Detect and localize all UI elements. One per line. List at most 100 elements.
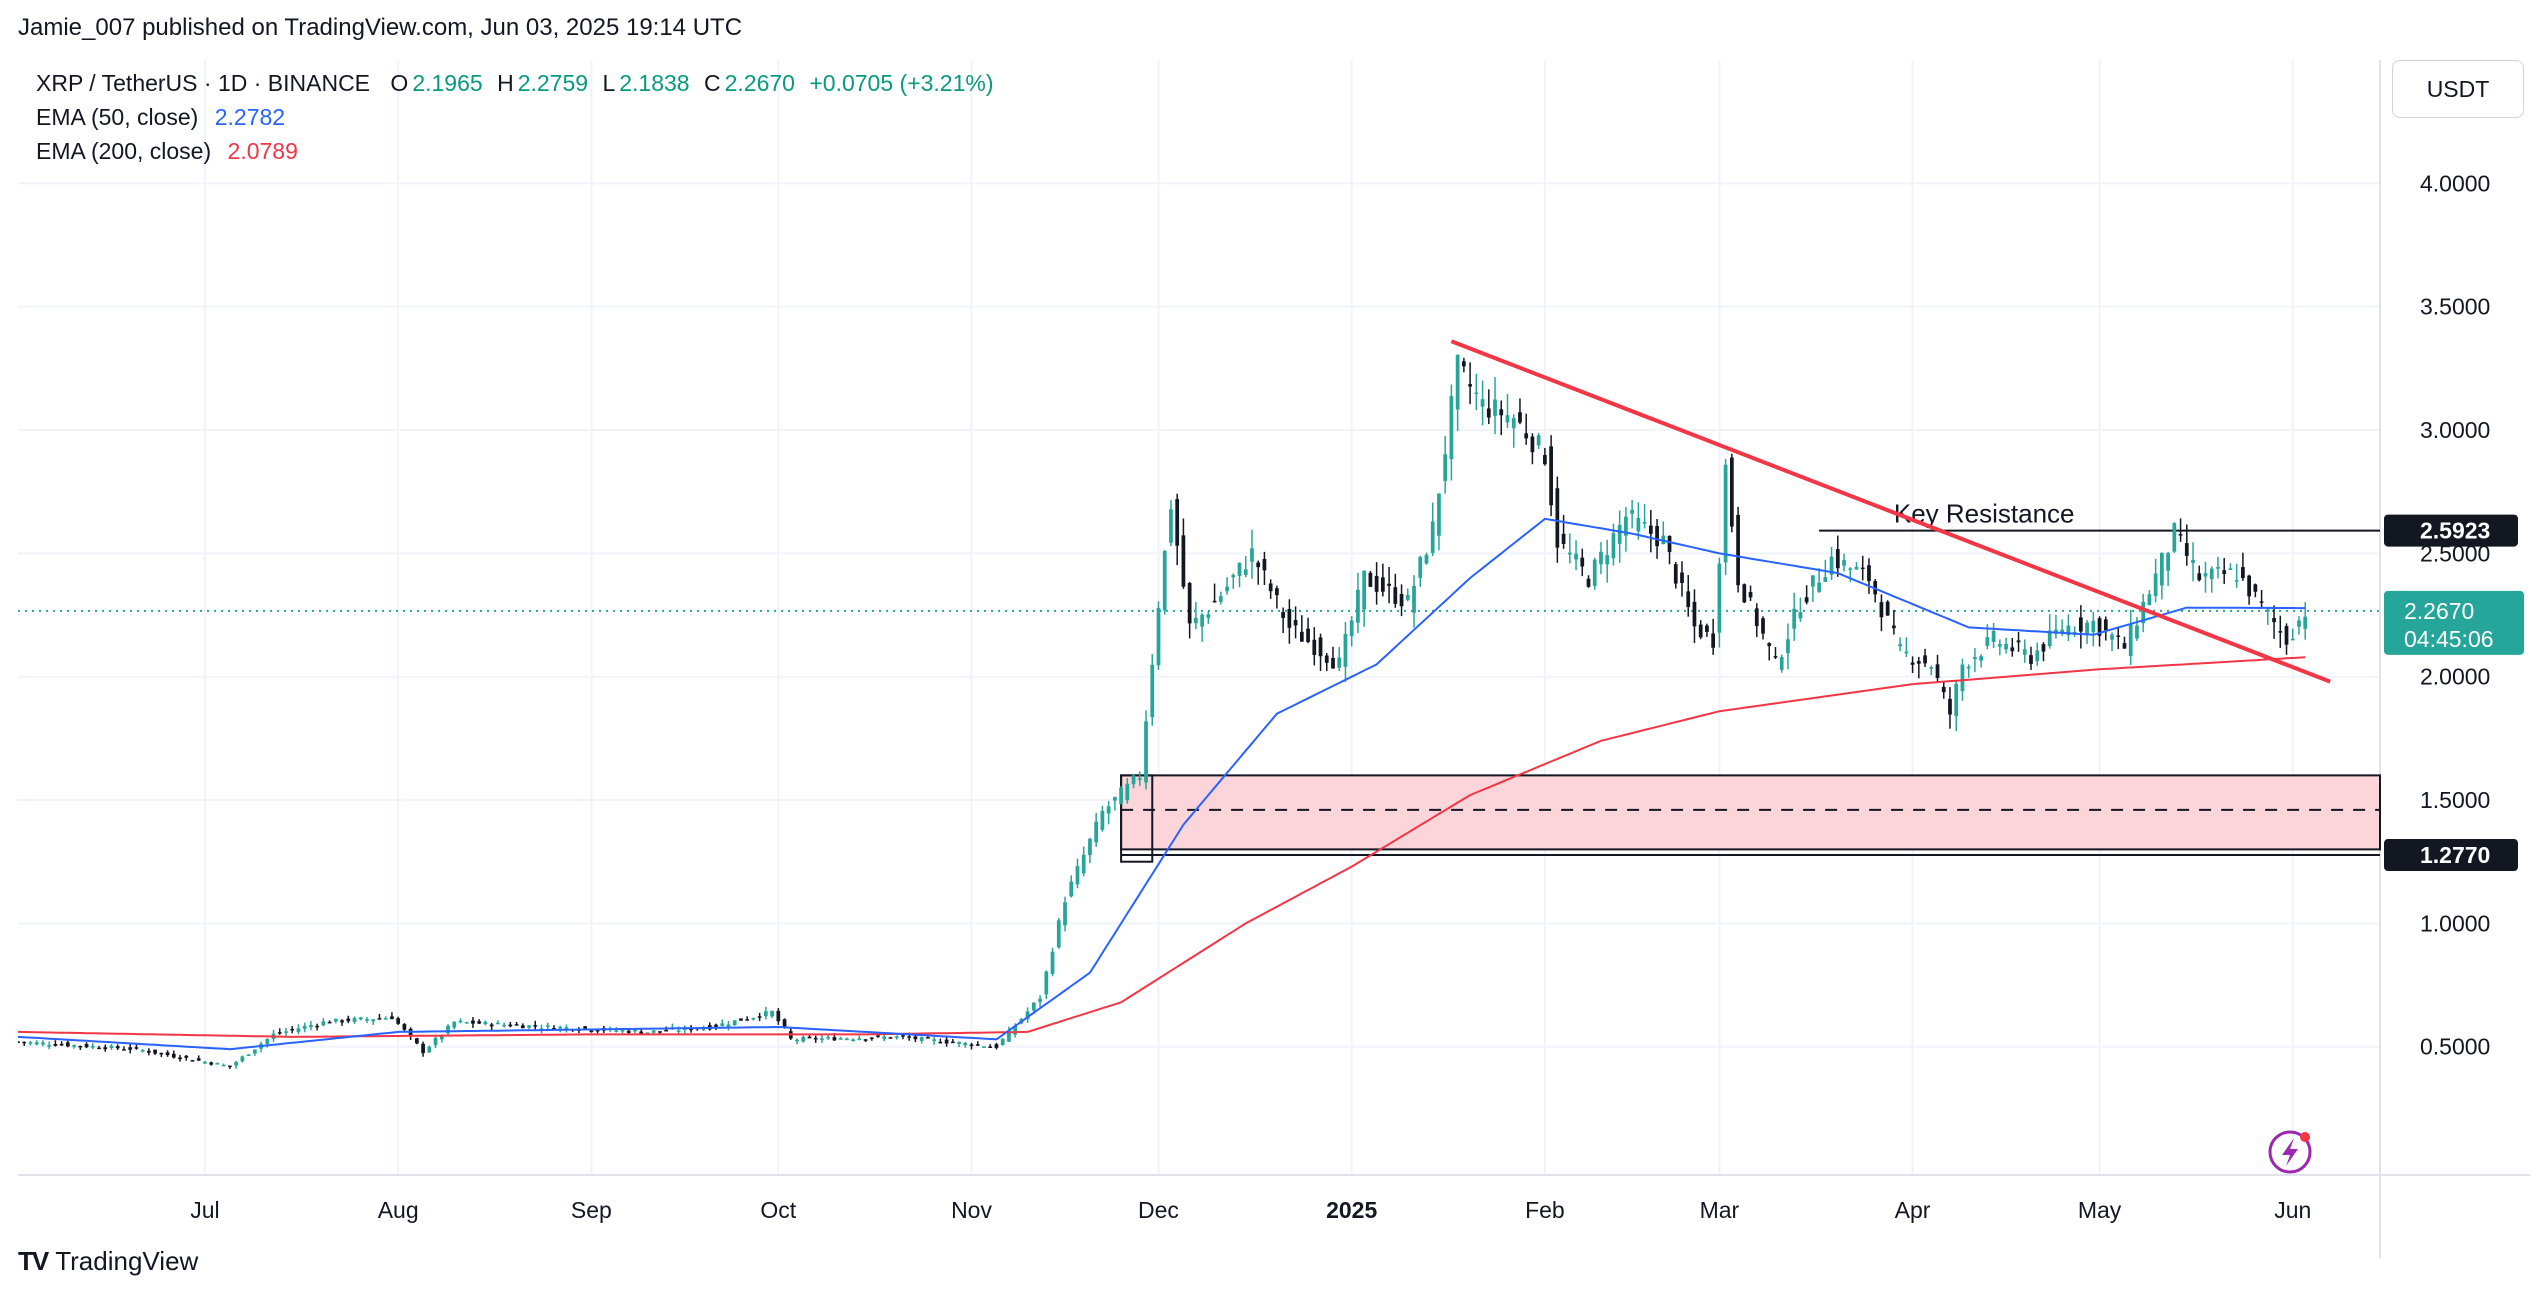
candle-body: [1892, 625, 1896, 629]
candle-body: [1455, 354, 1460, 410]
candle-body: [439, 1034, 444, 1040]
close-label: C: [703, 70, 721, 96]
candle-body: [352, 1018, 357, 1022]
candle-body: [1424, 554, 1429, 564]
candle-body: [1561, 533, 1566, 544]
candle-body: [1318, 637, 1323, 657]
candle-body: [1630, 509, 1635, 514]
candle-body: [988, 1046, 993, 1048]
candle-body: [109, 1045, 114, 1048]
candle-body: [78, 1045, 83, 1048]
candle-body: [252, 1049, 257, 1054]
candle-body: [1736, 514, 1740, 586]
candle-body: [1941, 686, 1946, 693]
chart-frame[interactable]: Key Resistance 0.5000 1.0000 1.5000 2.0000 2.…: [18, 60, 2530, 1258]
candle-body: [171, 1053, 176, 1058]
candle-body: [2290, 638, 2295, 641]
candle-body: [477, 1021, 482, 1024]
candle-body: [1025, 1011, 1030, 1020]
candles: [18, 354, 2308, 1070]
candle-body: [1910, 662, 1915, 665]
ema200-legend[interactable]: EMA (200, close) 2.0789: [36, 138, 302, 165]
lightning-icon-dot: [2300, 1132, 2310, 1142]
tradingview-logo[interactable]: TV TradingView: [18, 1246, 198, 1277]
candle-body: [433, 1037, 438, 1046]
support-zone[interactable]: [1120, 774, 2381, 851]
high-label: H: [497, 70, 514, 96]
candle-body: [2141, 601, 2146, 624]
candle-body: [876, 1035, 880, 1037]
currency-selector[interactable]: USDT: [2392, 60, 2524, 118]
candle-body: [452, 1021, 457, 1028]
candle-body: [1923, 655, 1927, 664]
candle-body: [1262, 558, 1267, 571]
candle-body: [1530, 436, 1535, 453]
candle-body: [620, 1030, 625, 1032]
candle-body: [1966, 666, 1971, 669]
descending-trendline[interactable]: [1450, 339, 2331, 684]
candle-body: [907, 1036, 912, 1038]
candle-body: [1175, 499, 1180, 546]
candle-body: [196, 1058, 201, 1061]
candle-body: [1904, 651, 1909, 654]
candle-body: [1150, 664, 1155, 718]
candle-body: [1798, 612, 1803, 619]
candle-body: [626, 1030, 631, 1033]
candle-body: [28, 1042, 33, 1044]
price-chart[interactable]: Key Resistance0.50001.00001.50002.00002.…: [18, 60, 2530, 1258]
candle-body: [1393, 587, 1398, 604]
ema50-legend[interactable]: EMA (50, close) 2.2782: [36, 104, 289, 131]
candle-body: [1648, 525, 1653, 534]
candle-body: [1088, 838, 1092, 856]
candle-body: [1237, 562, 1242, 576]
candle-body: [1536, 435, 1541, 446]
candle-body: [1162, 550, 1167, 611]
candle-body: [552, 1027, 556, 1030]
candle-body: [533, 1025, 538, 1027]
key-resistance-price-label-bg: [2384, 514, 2518, 547]
candle-body: [1549, 446, 1553, 506]
candle-body: [926, 1037, 930, 1039]
candle-body: [1518, 412, 1522, 423]
candle-body: [34, 1042, 39, 1045]
ema50-line[interactable]: [18, 517, 2306, 1051]
candle-body: [1711, 633, 1716, 648]
candle-body: [1194, 617, 1198, 624]
candle-body: [969, 1044, 974, 1046]
candle-body: [851, 1039, 855, 1042]
candle-body: [2284, 626, 2289, 645]
candle-body: [458, 1020, 463, 1023]
symbol-label[interactable]: XRP / TetherUS · 1D · BINANCE: [36, 70, 371, 96]
candle-body: [483, 1021, 488, 1025]
candle-body: [801, 1036, 806, 1042]
candle-body: [1075, 866, 1080, 885]
candle-body: [820, 1038, 824, 1040]
candle-body: [1680, 572, 1684, 584]
candle-body: [340, 1020, 344, 1023]
ema200-line[interactable]: [18, 656, 2306, 1038]
candle-body: [1218, 596, 1223, 602]
candle-body: [2103, 619, 2108, 631]
candle-body: [1792, 608, 1797, 629]
candle-body: [1343, 633, 1348, 667]
candle-body: [1362, 570, 1367, 610]
candle-body: [1823, 577, 1828, 582]
candle-body: [869, 1037, 874, 1040]
candle-body: [203, 1061, 207, 1064]
candle-body: [1729, 457, 1734, 527]
candle-body: [427, 1046, 432, 1053]
candle-body: [1063, 902, 1067, 926]
candle-body: [2097, 618, 2102, 636]
candle-body: [377, 1018, 382, 1020]
candle-body: [383, 1018, 388, 1020]
candle-body: [1225, 586, 1229, 592]
candle-body: [2172, 523, 2177, 552]
candle-body: [464, 1022, 469, 1024]
lightning-icon[interactable]: [2268, 1130, 2312, 1174]
candle-body: [1991, 630, 1996, 642]
candle-body: [701, 1028, 706, 1031]
high-value: 2.2759: [517, 70, 589, 96]
candle-body: [1580, 557, 1585, 567]
candle-body: [882, 1036, 887, 1039]
